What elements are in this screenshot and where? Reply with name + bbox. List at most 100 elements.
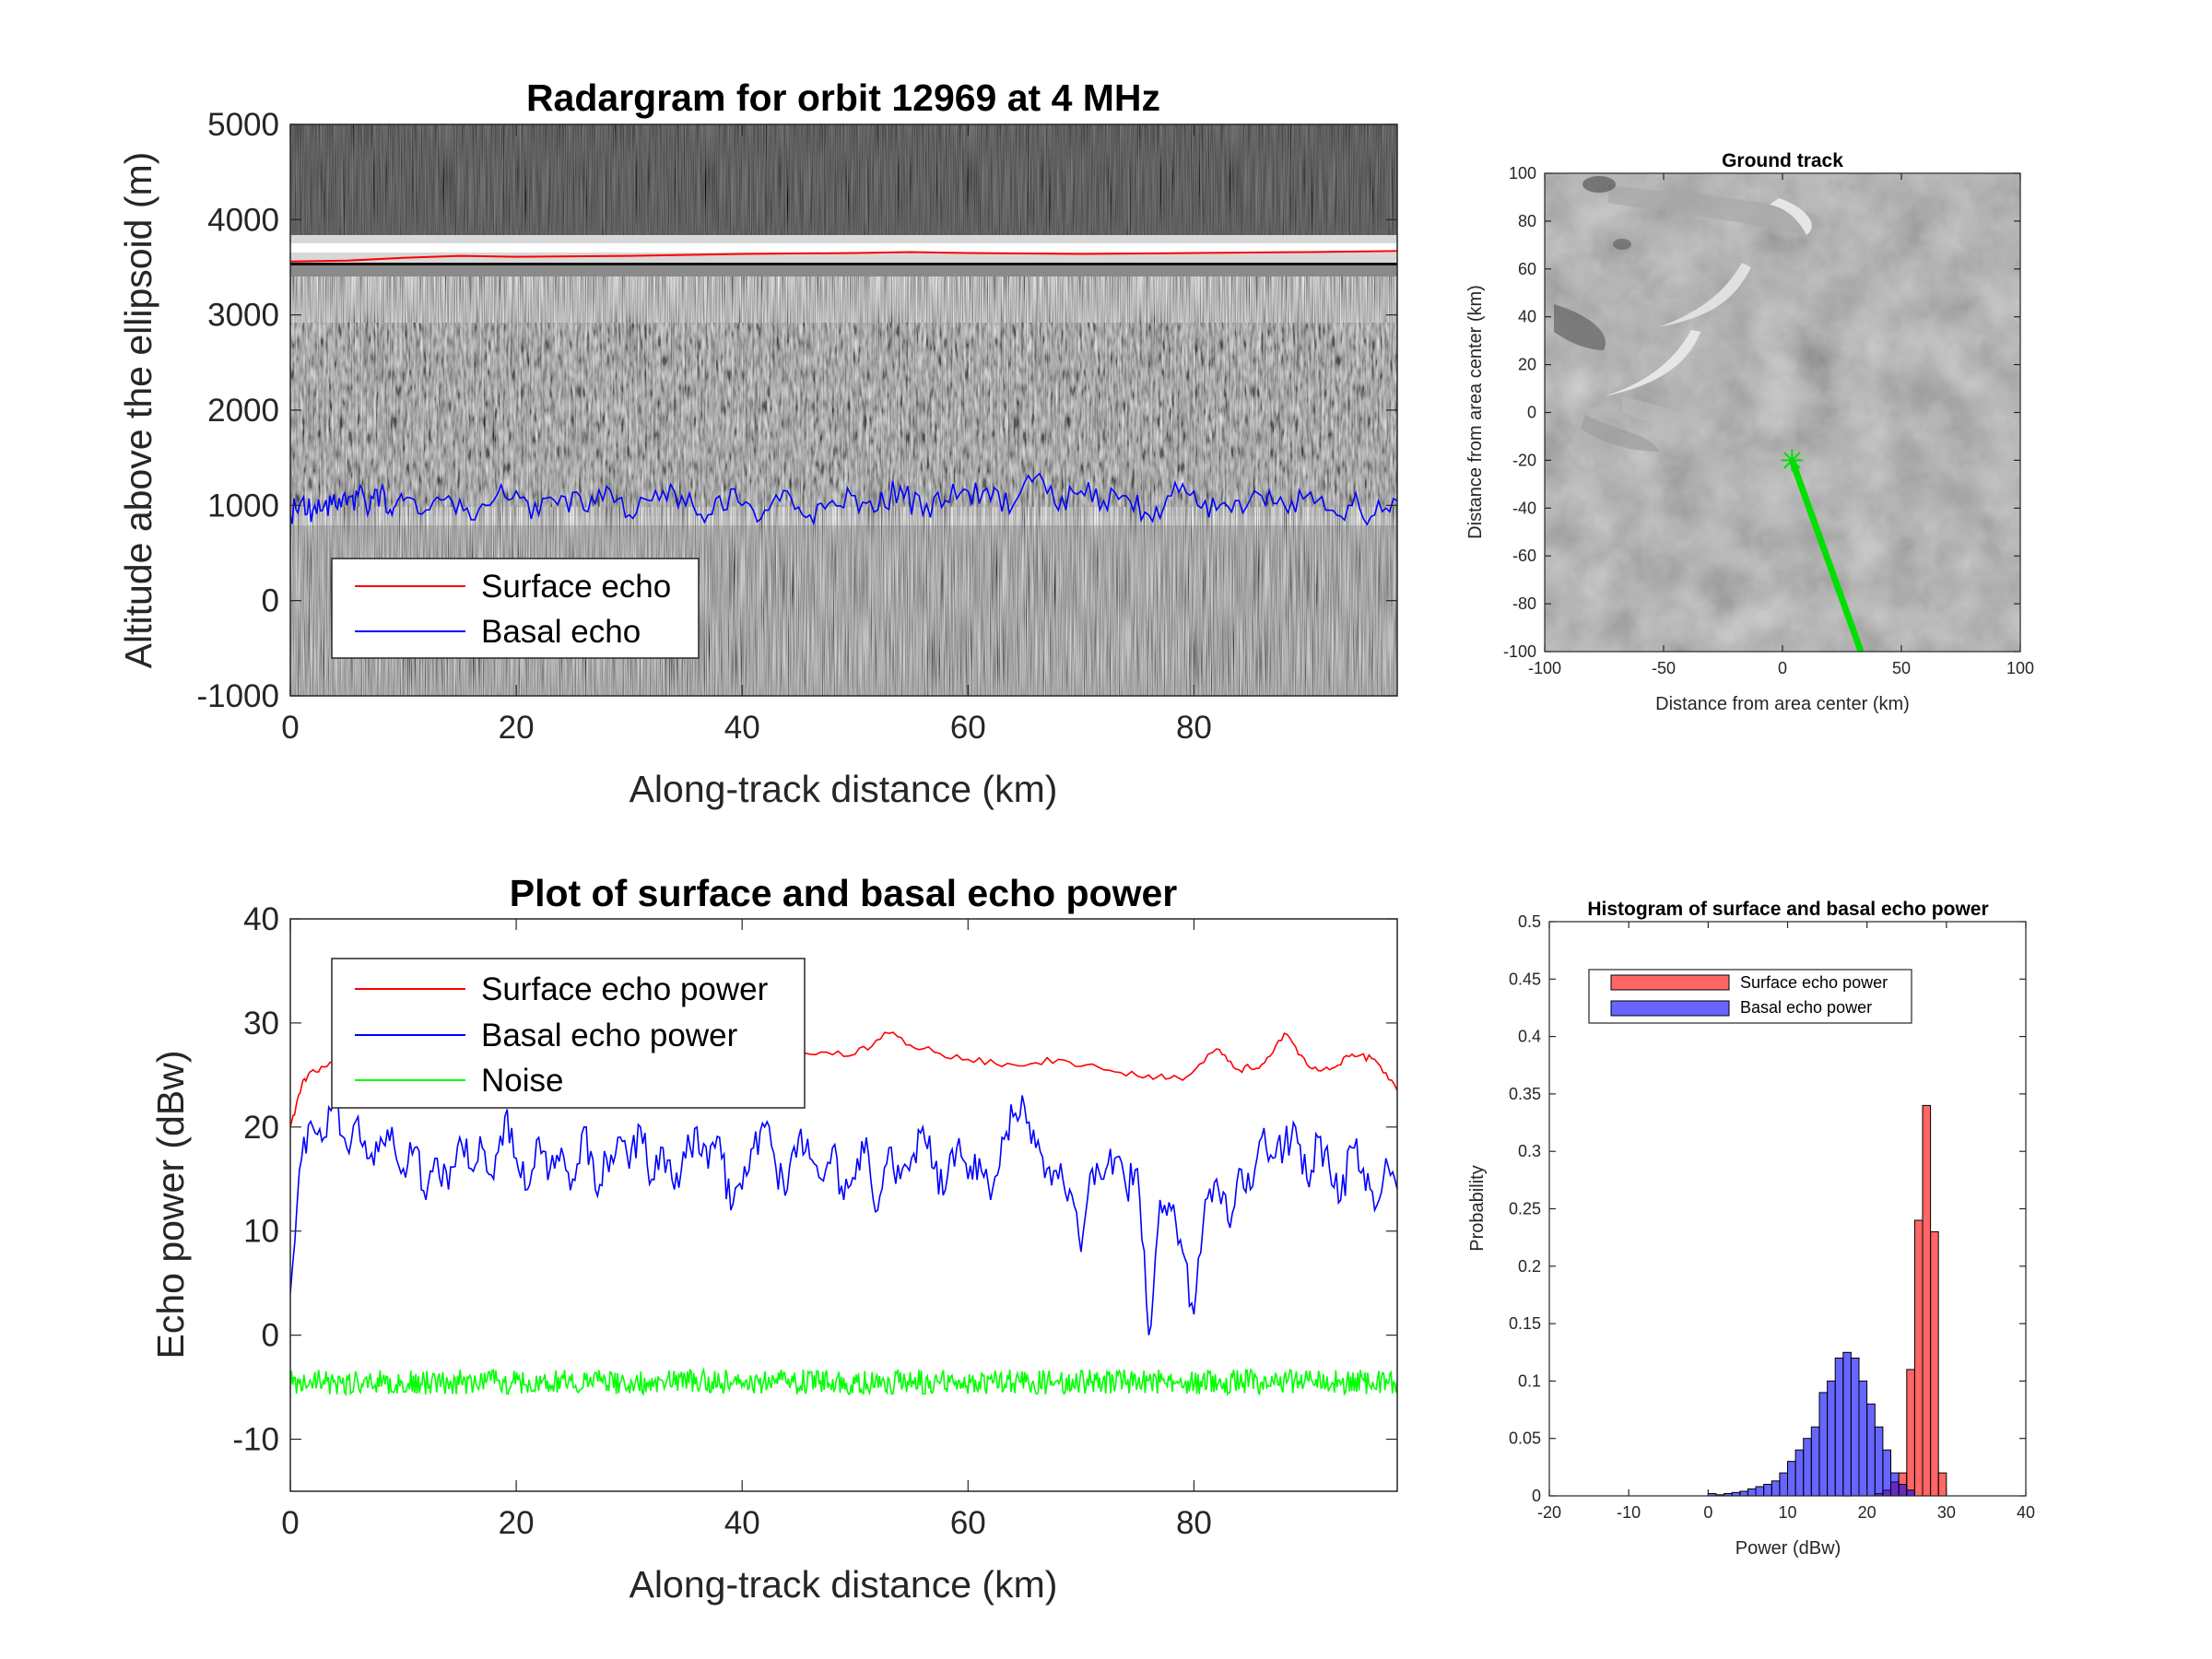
y-tick-label: 0.3 xyxy=(1518,1142,1541,1160)
hist-bar-basal xyxy=(1906,1489,1915,1497)
y-tick-label: 80 xyxy=(1518,212,1536,230)
echo-power-axes-box xyxy=(289,918,1398,1492)
legend-label-hist-surface: Surface echo power xyxy=(1740,973,1888,992)
y-tick-label: 30 xyxy=(243,1006,279,1041)
echo-power-title: Plot of surface and basal echo power xyxy=(510,872,1178,914)
radargram-legend: Surface echo Basal echo xyxy=(331,558,700,659)
hist-bar-basal xyxy=(1794,1449,1805,1497)
y-tick-label: -100 xyxy=(1503,642,1536,661)
x-tick-label: 100 xyxy=(2006,659,2034,677)
legend-label-basal-echo: Basal echo xyxy=(481,614,641,650)
y-tick-label: 1000 xyxy=(207,488,279,524)
echo-power-xlabel: Along-track distance (km) xyxy=(629,1563,1058,1606)
legend-label-noise: Noise xyxy=(481,1063,563,1099)
y-tick-label: 0 xyxy=(262,583,279,619)
echo-power-ylabel: Echo power (dBw) xyxy=(149,1051,192,1359)
y-tick-label: 10 xyxy=(243,1214,279,1250)
ground-track-panel: Ground track -100 -50 0 50 100 -100 -80 -60 -40 -… xyxy=(1465,150,2034,714)
hist-bar-basal xyxy=(1834,1358,1844,1497)
hist-bar-basal xyxy=(1747,1488,1757,1497)
ground-track-map-image xyxy=(1545,173,2020,652)
x-tick-label: 80 xyxy=(1176,1505,1212,1541)
hist-bar-basal xyxy=(1803,1438,1812,1497)
hist-bar-surface xyxy=(1913,1219,1924,1497)
hist-bar-basal xyxy=(1810,1426,1820,1497)
legend-swatch-hist-basal xyxy=(1610,1000,1730,1017)
legend-swatch-hist-surface xyxy=(1610,974,1730,991)
y-tick-label: 0.5 xyxy=(1518,912,1541,931)
y-tick-label: 20 xyxy=(243,1110,279,1146)
histogram-xlabel: Power (dBw) xyxy=(1735,1538,1841,1559)
histogram-panel: Histogram of surface and basal echo powe… xyxy=(1467,899,2035,1559)
histogram-legend: Surface echo power Basal echo power xyxy=(1588,969,1912,1024)
y-tick-label: -1000 xyxy=(196,678,279,714)
echo-power-legend: Surface echo power Basal echo power Nois… xyxy=(331,958,806,1109)
legend-label-surface-echo-power: Surface echo power xyxy=(481,971,769,1007)
y-tick-label: 0 xyxy=(1532,1487,1541,1505)
y-tick-label: 5000 xyxy=(207,107,279,143)
y-tick-label: -80 xyxy=(1512,594,1536,613)
y-tick-label: 3000 xyxy=(207,298,279,334)
hist-bar-basal xyxy=(1866,1403,1876,1497)
hist-bar-basal xyxy=(1842,1351,1852,1497)
basal-echo-line xyxy=(290,472,1397,526)
radargram-title: Radargram for orbit 12969 at 4 MHz xyxy=(526,76,1160,119)
x-tick-label: -20 xyxy=(1537,1503,1561,1522)
echo-power-panel: Plot of surface and basal echo power 0 20… xyxy=(149,872,1398,1606)
legend-label-surface-echo: Surface echo xyxy=(481,569,671,605)
radargram-xlabel: Along-track distance (km) xyxy=(629,768,1058,810)
y-tick-label: 100 xyxy=(1509,164,1536,182)
y-tick-label: 0.4 xyxy=(1518,1028,1541,1046)
y-tick-label: 0 xyxy=(1527,404,1536,422)
hist-bar-surface xyxy=(1922,1104,1932,1497)
hist-bar-basal xyxy=(1827,1380,1836,1497)
hist-bar-basal xyxy=(1818,1392,1829,1497)
surface-echo-line xyxy=(290,250,1397,263)
hist-bar-surface xyxy=(1906,1369,1915,1497)
hist-bar-basal xyxy=(1779,1472,1789,1497)
hist-bar-basal xyxy=(1787,1461,1796,1497)
noise-line xyxy=(290,1367,1397,1397)
legend-label-hist-basal: Basal echo power xyxy=(1740,998,1872,1017)
hist-bar-basal xyxy=(1890,1472,1900,1497)
ground-track-line xyxy=(1789,459,1865,652)
legend-label-basal-echo-power: Basal echo power xyxy=(481,1018,738,1053)
x-tick-label: 30 xyxy=(1937,1503,1956,1522)
y-tick-label: 4000 xyxy=(207,202,279,238)
x-tick-label: 60 xyxy=(950,1505,986,1541)
radargram-panel: Radargram for orbit 12969 at 4 MHz 0 20 40… xyxy=(117,76,1398,810)
y-tick-label: 20 xyxy=(1518,356,1536,374)
histogram-title: Histogram of surface and basal echo powe… xyxy=(1587,899,1988,920)
y-tick-label: 40 xyxy=(1518,308,1536,326)
y-tick-label: 0.25 xyxy=(1509,1200,1541,1218)
y-tick-label: 40 xyxy=(243,901,279,937)
y-tick-label: 0.05 xyxy=(1509,1430,1541,1448)
hist-bar-basal xyxy=(1850,1358,1860,1497)
y-tick-label: -60 xyxy=(1512,547,1536,565)
ground-track-start-marker xyxy=(1781,449,1804,472)
x-tick-label: 80 xyxy=(1176,710,1212,746)
hist-bar-basal xyxy=(1882,1449,1892,1497)
y-tick-label: -10 xyxy=(232,1422,279,1458)
x-tick-label: 40 xyxy=(724,710,760,746)
y-tick-label: -20 xyxy=(1512,451,1536,469)
y-tick-label: 60 xyxy=(1518,260,1536,278)
x-tick-label: 20 xyxy=(1858,1503,1877,1522)
hist-bar-basal xyxy=(1858,1380,1868,1497)
ground-track-xlabel: Distance from area center (km) xyxy=(1655,694,1910,714)
y-tick-label: 0.15 xyxy=(1509,1314,1541,1333)
x-tick-label: 60 xyxy=(950,710,986,746)
hist-bar-surface xyxy=(1930,1230,1939,1497)
hist-bar-basal xyxy=(1771,1480,1781,1497)
x-tick-label: 0 xyxy=(1703,1503,1712,1522)
y-tick-label: 0.45 xyxy=(1509,970,1541,988)
x-tick-label: 10 xyxy=(1778,1503,1796,1522)
x-tick-label: 0 xyxy=(281,710,299,746)
ground-track-title: Ground track xyxy=(1722,150,1843,171)
x-tick-label: 20 xyxy=(499,1505,535,1541)
x-tick-label: 40 xyxy=(2017,1503,2035,1522)
x-tick-label: 0 xyxy=(1778,659,1787,677)
y-tick-label: 0.1 xyxy=(1518,1371,1541,1390)
y-tick-label: 0 xyxy=(262,1318,279,1354)
